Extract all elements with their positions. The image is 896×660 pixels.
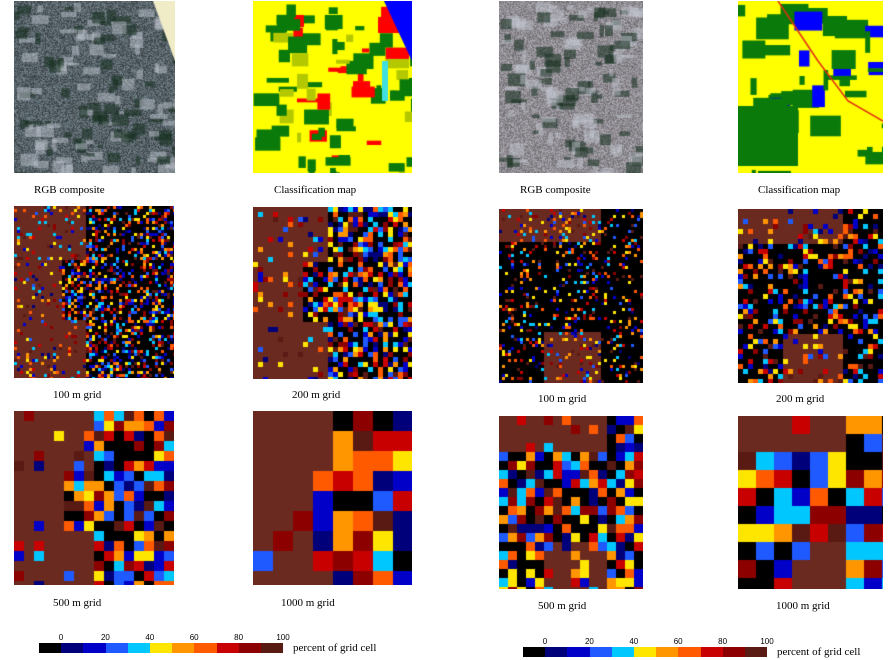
grid-500m-image-right xyxy=(499,416,643,589)
rgb-composite-image-left xyxy=(14,1,175,173)
grid-1000m-image-left xyxy=(253,411,412,585)
colorbar-tick-label: 20 xyxy=(100,633,110,642)
grid-200m-caption-left: 200 m grid xyxy=(292,389,341,401)
colorbar-tick-label: 80 xyxy=(718,637,728,646)
colorbar-ticks-right: 0 20 40 60 80 100 xyxy=(523,637,774,646)
grid-500m-image-left xyxy=(14,411,174,585)
colorbar-swatch xyxy=(194,643,217,653)
grid-1000m-caption-right: 1000 m grid xyxy=(776,600,830,612)
grid-100m-canvas-right xyxy=(499,209,643,383)
grid-100m-canvas-left xyxy=(14,206,174,378)
rgb-composite-image-right xyxy=(499,1,643,173)
colorbar-swatch xyxy=(105,643,128,653)
colorbar-swatch xyxy=(656,647,679,657)
classification-map-caption-right: Classification map xyxy=(758,184,841,196)
classification-map-image-right xyxy=(738,1,883,173)
grid-200m-canvas-left xyxy=(253,207,412,379)
rgb-composite-canvas-right xyxy=(499,1,643,173)
colorbar-swatch xyxy=(127,643,150,653)
colorbar-swatch xyxy=(744,647,768,657)
colorbar-swatch xyxy=(722,647,745,657)
grid-100m-caption-right: 100 m grid xyxy=(538,393,587,405)
grid-200m-canvas-right xyxy=(738,209,883,383)
colorbar-swatch xyxy=(260,643,284,653)
grid-1000m-canvas-left xyxy=(253,411,412,585)
colorbar-swatch xyxy=(700,647,723,657)
grid-200m-image-left xyxy=(253,207,412,379)
grid-100m-image-left xyxy=(14,206,174,378)
rgb-composite-caption-left: RGB composite xyxy=(34,184,105,196)
colorbar-tick-label: 60 xyxy=(673,637,683,646)
grid-500m-canvas-left xyxy=(14,411,174,585)
colorbar-swatch xyxy=(589,647,612,657)
colorbar-swatch xyxy=(678,647,701,657)
colorbar-swatch xyxy=(39,643,62,653)
colorbar-label-right: percent of grid cell xyxy=(777,646,861,658)
colorbar-tick-label: 80 xyxy=(234,633,244,642)
colorbar-label-left: percent of grid cell xyxy=(293,642,377,654)
classification-map-caption-left: Classification map xyxy=(274,184,357,196)
colorbar-swatch xyxy=(611,647,634,657)
colorbar-tick-label: 20 xyxy=(584,637,594,646)
colorbar-swatch xyxy=(523,647,546,657)
grid-1000m-caption-left: 1000 m grid xyxy=(281,597,335,609)
grid-500m-caption-right: 500 m grid xyxy=(538,600,587,612)
grid-100m-image-right xyxy=(499,209,643,383)
colorbar-tick-label: 40 xyxy=(145,633,155,642)
colorbar-tick-label: 0 xyxy=(58,633,64,642)
classification-map-canvas-left xyxy=(253,1,412,173)
colorbar-tick-label: 40 xyxy=(629,637,639,646)
colorbar-swatch xyxy=(172,643,195,653)
rgb-composite-canvas-left xyxy=(14,1,175,173)
grid-200m-caption-right: 200 m grid xyxy=(776,393,825,405)
colorbar-swatch xyxy=(567,647,590,657)
colorbar-swatch xyxy=(545,647,568,657)
colorbar-right xyxy=(523,647,768,657)
colorbar-swatch xyxy=(83,643,106,653)
colorbar-swatch xyxy=(633,647,657,657)
colorbar-tick-label: 60 xyxy=(189,633,199,642)
grid-1000m-image-right xyxy=(738,416,883,589)
grid-500m-caption-left: 500 m grid xyxy=(53,597,102,609)
colorbar-swatch xyxy=(61,643,84,653)
colorbar-swatch xyxy=(149,643,173,653)
rgb-composite-caption-right: RGB composite xyxy=(520,184,591,196)
colorbar-ticks-left: 0 20 40 60 80 100 xyxy=(39,633,290,642)
colorbar-swatch xyxy=(216,643,239,653)
classification-map-canvas-right xyxy=(738,1,883,173)
colorbar-tick-label: 100 xyxy=(760,637,774,646)
grid-500m-canvas-right xyxy=(499,416,643,589)
colorbar-left xyxy=(39,643,284,653)
colorbar-tick-label: 100 xyxy=(276,633,290,642)
colorbar-tick-label: 0 xyxy=(542,637,548,646)
grid-100m-caption-left: 100 m grid xyxy=(53,389,102,401)
grid-200m-image-right xyxy=(738,209,883,383)
classification-map-image-left xyxy=(253,1,412,173)
grid-1000m-canvas-right xyxy=(738,416,883,589)
colorbar-swatch xyxy=(238,643,261,653)
